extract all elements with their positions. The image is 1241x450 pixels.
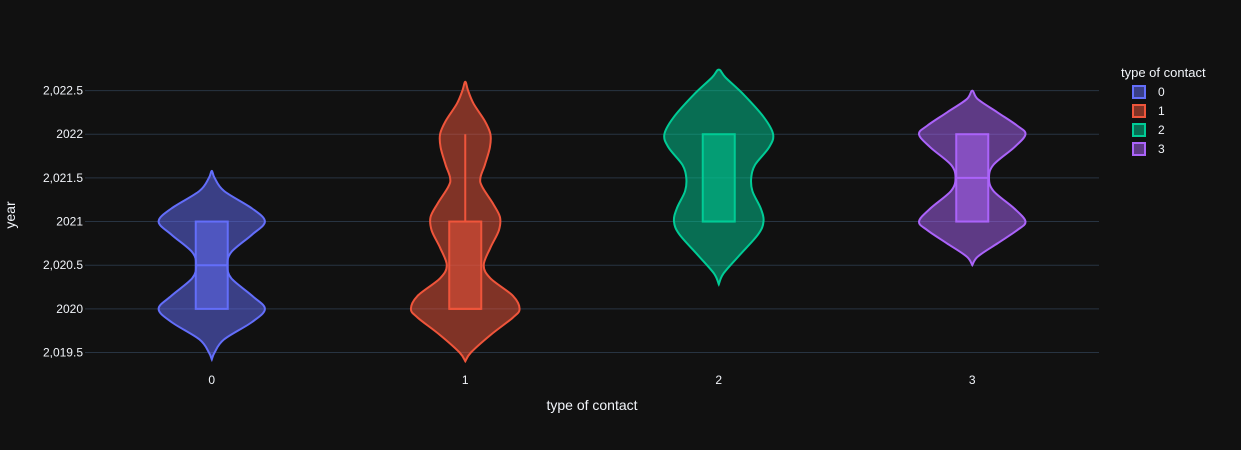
- legend-item-2[interactable]: 2: [1132, 123, 1165, 137]
- legend-item-0[interactable]: 0: [1132, 85, 1165, 99]
- y-tick-label: 2,020.5: [43, 258, 83, 272]
- violin-box: [448, 220, 483, 310]
- legend-item-3[interactable]: 3: [1132, 142, 1165, 156]
- x-tick-label: 0: [208, 373, 215, 387]
- legend-swatch: [1132, 142, 1146, 156]
- legend-label: 2: [1158, 123, 1165, 137]
- violin-1: [409, 80, 521, 364]
- legend-item-1[interactable]: 1: [1132, 104, 1165, 118]
- violin-box: [701, 133, 736, 223]
- violins: [157, 68, 1027, 364]
- legend-swatch: [1132, 104, 1146, 118]
- legend: type of contact 0 1 2 3: [1121, 65, 1206, 156]
- x-axis-title: type of contact: [546, 397, 637, 413]
- legend-title: type of contact: [1121, 65, 1206, 80]
- x-tick-label: 1: [462, 373, 469, 387]
- legend-label: 0: [1158, 85, 1165, 99]
- violin-2: [663, 68, 775, 287]
- y-tick-label: 2020: [56, 302, 83, 316]
- y-axis-ticks: 2,019.5 2020 2,020.5 2021 2,021.5 2022 2,022.5: [43, 84, 83, 360]
- x-axis-ticks: 0 1 2 3: [208, 373, 976, 387]
- y-tick-label: 2021: [56, 215, 83, 229]
- violin-0: [157, 169, 266, 363]
- y-tick-label: 2,022.5: [43, 84, 83, 98]
- legend-swatch: [1132, 85, 1146, 99]
- y-tick-label: 2,021.5: [43, 171, 83, 185]
- violin-3: [917, 89, 1027, 267]
- y-axis-title: year: [2, 201, 18, 229]
- legend-swatch: [1132, 123, 1146, 137]
- y-tick-label: 2,019.5: [43, 346, 83, 360]
- x-tick-label: 2: [715, 373, 722, 387]
- legend-label: 1: [1158, 104, 1165, 118]
- y-tick-label: 2022: [56, 127, 83, 141]
- legend-label: 3: [1158, 142, 1165, 156]
- x-tick-label: 3: [969, 373, 976, 387]
